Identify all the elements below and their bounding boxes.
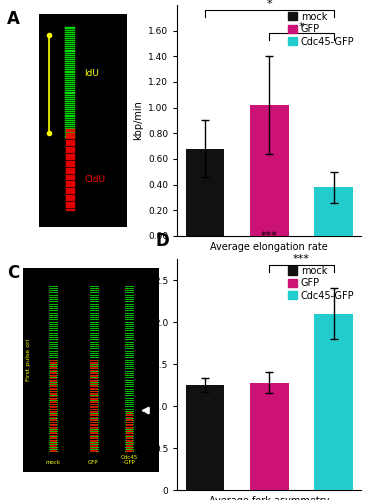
Legend: mock, GFP, Cdc45-GFP: mock, GFP, Cdc45-GFP [286, 10, 357, 48]
Text: mock: mock [45, 460, 60, 466]
Text: C: C [7, 264, 19, 281]
Text: CldU: CldU [85, 176, 106, 184]
Bar [39, 14, 127, 226]
Text: GFP: GFP [88, 460, 99, 466]
Bar [314, 187, 353, 236]
Y-axis label: Track lengths differences: Track lengths differences [138, 314, 149, 436]
Text: Cdc45
-GFP: Cdc45 -GFP [120, 454, 138, 466]
Text: *: * [299, 22, 304, 32]
Legend: mock, GFP, Cdc45-GFP: mock, GFP, Cdc45-GFP [286, 264, 357, 302]
Text: ***: *** [261, 231, 278, 241]
Text: IdU: IdU [85, 69, 100, 78]
Text: D: D [155, 232, 169, 250]
Text: ***: *** [293, 254, 310, 264]
Bar [250, 105, 289, 236]
X-axis label: Average fork asymmetry: Average fork asymmetry [209, 496, 330, 500]
Y-axis label: kbp/min: kbp/min [132, 100, 143, 140]
Text: A: A [7, 10, 20, 28]
X-axis label: Average elongation rate: Average elongation rate [211, 242, 328, 252]
Bar [186, 148, 224, 236]
Bar [186, 385, 224, 490]
Bar [250, 382, 289, 490]
Bar [23, 268, 159, 472]
Bar [314, 314, 353, 490]
Text: First pulse ori: First pulse ori [26, 338, 31, 381]
Text: *: * [266, 0, 272, 9]
